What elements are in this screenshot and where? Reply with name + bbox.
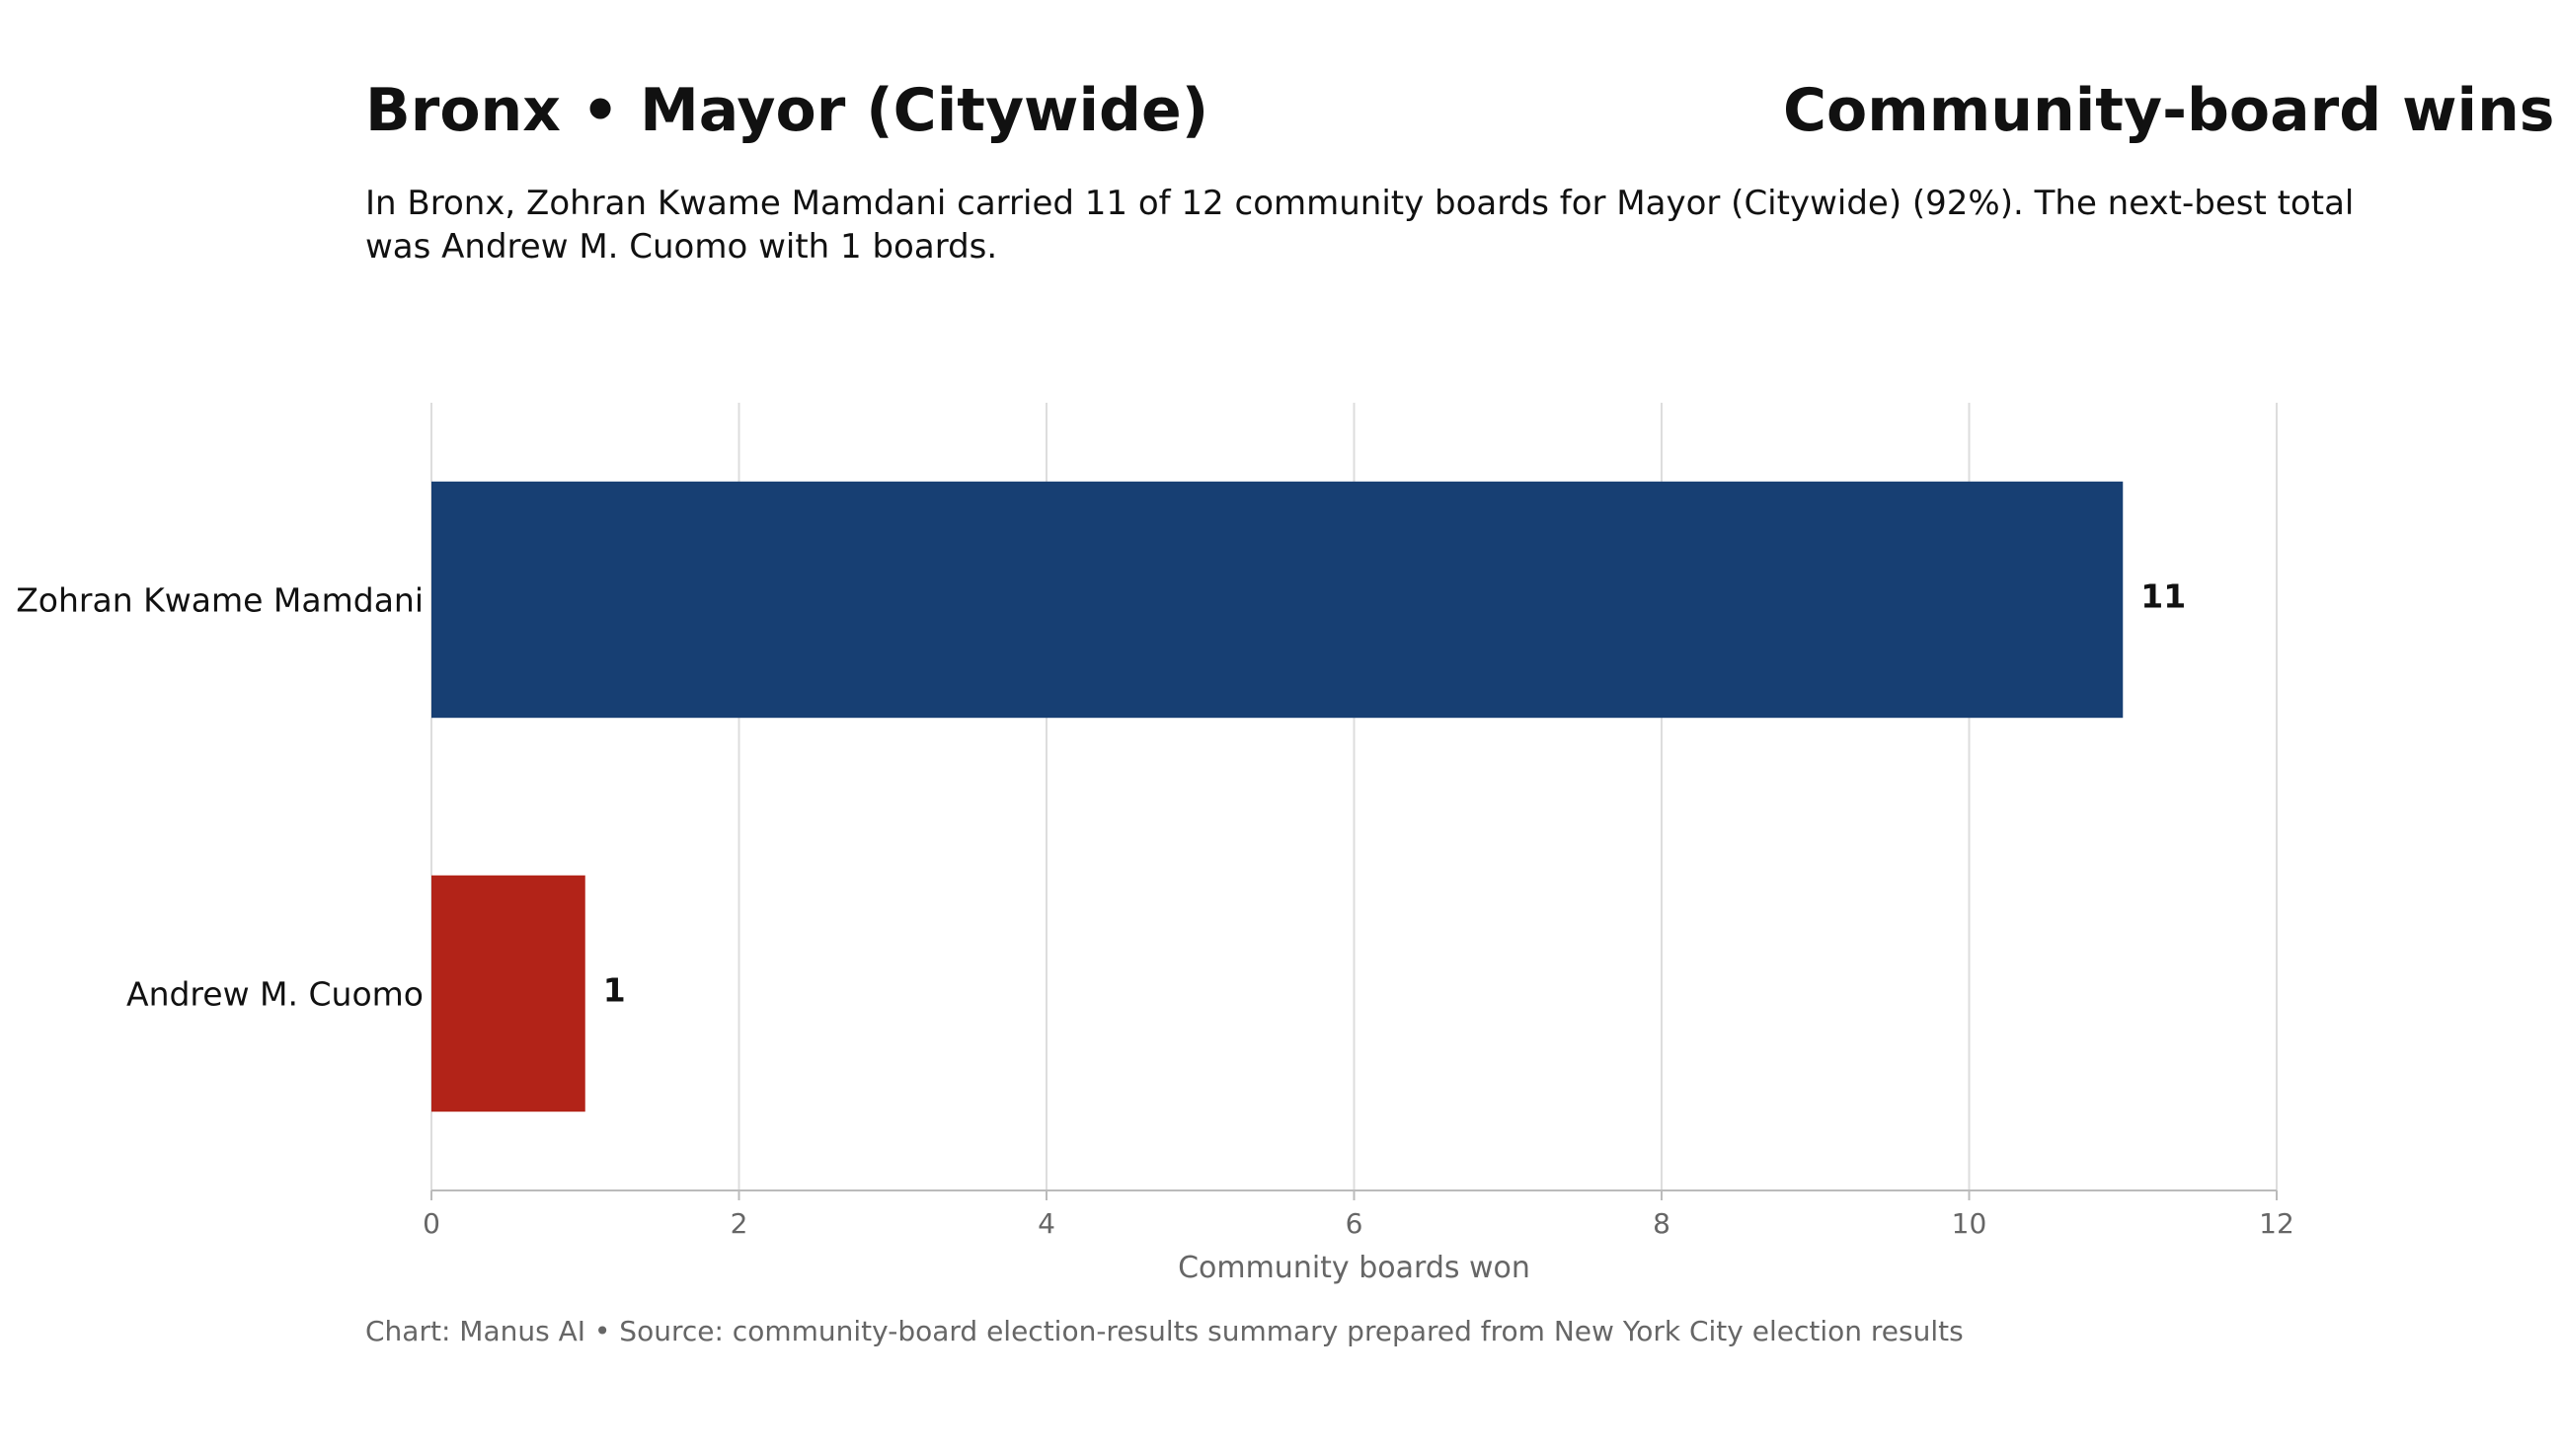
category-label-0: Zohran Kwame Mamdani — [16, 581, 424, 620]
x-tick-label-2: 4 — [1038, 1207, 1055, 1240]
x-tick-label-4: 8 — [1653, 1207, 1670, 1240]
x-axis-label: Community boards won — [1178, 1251, 1530, 1285]
bar-0 — [431, 481, 2124, 719]
chart-subtitle: In Bronx, Zohran Kwame Mamdani carried 1… — [365, 184, 2355, 267]
value-label-1: 1 — [603, 971, 626, 1010]
x-tick-label-6: 12 — [2259, 1207, 2294, 1240]
x-tick-label-3: 6 — [1346, 1207, 1363, 1240]
category-label-1: Andrew M. Cuomo — [126, 975, 424, 1014]
x-tick-label-1: 2 — [731, 1207, 748, 1240]
chart-source: Chart: Manus AI • Source: community-boar… — [365, 1315, 1964, 1347]
x-tick-label-5: 10 — [1952, 1207, 1987, 1240]
bars — [431, 481, 2124, 1112]
value-label-0: 11 — [2140, 577, 2186, 616]
category-labels: Zohran Kwame Mamdani Andrew M. Cuomo — [16, 581, 424, 1014]
x-tick-label-0: 0 — [423, 1207, 440, 1240]
value-labels: 111 — [603, 577, 2186, 1010]
chart-title-right: Community-board wins — [1783, 76, 2555, 145]
chart-title: Bronx • Mayor (Citywide) — [365, 76, 1209, 145]
x-axis: 0 2 4 6 8 10 12 — [423, 1189, 2294, 1240]
bar-1 — [431, 875, 585, 1112]
